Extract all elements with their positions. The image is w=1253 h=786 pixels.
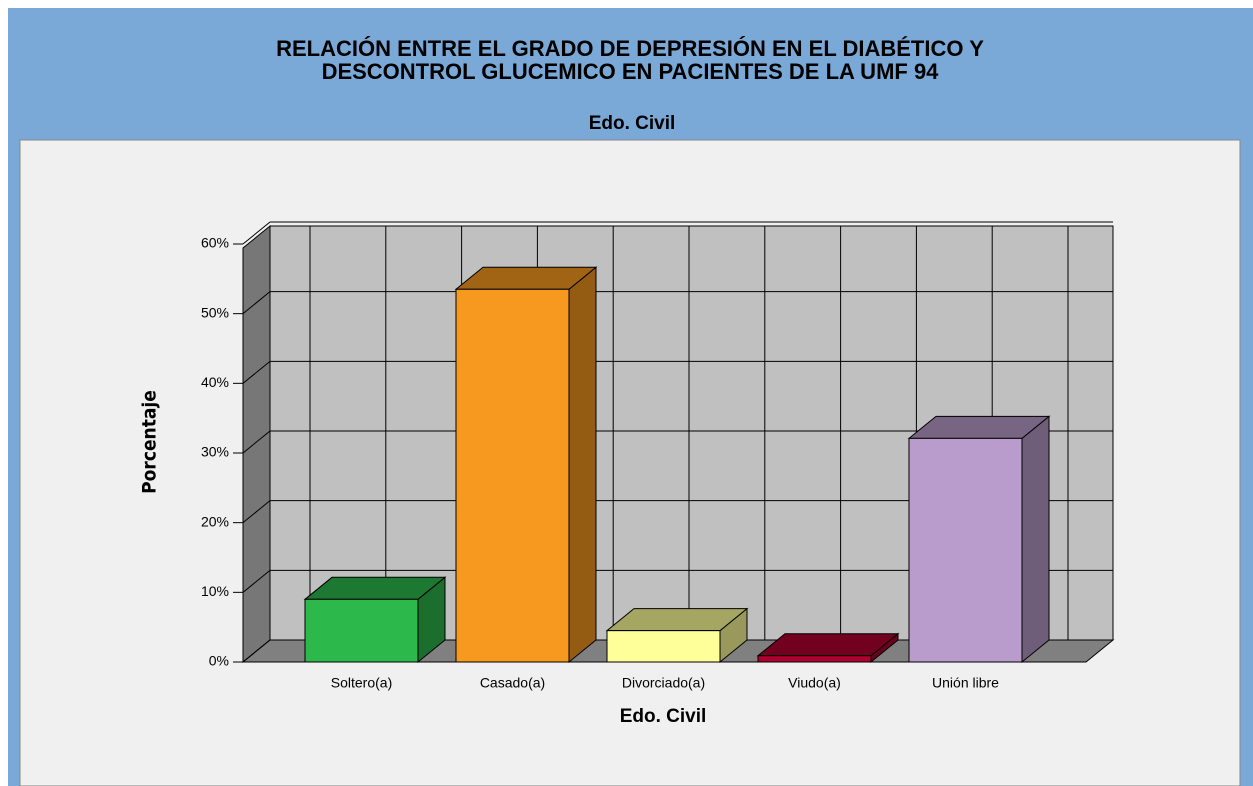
x-tick-label: Divorciado(a): [622, 675, 705, 691]
y-tick-label: 50%: [201, 304, 229, 320]
y-tick-label: 60%: [201, 235, 229, 251]
bar-side: [568, 266, 597, 664]
y-tick-label: 0%: [209, 653, 229, 669]
bar: [908, 437, 1023, 663]
grid-line-wall: [242, 360, 271, 384]
x-tick-label: Soltero(a): [331, 675, 392, 691]
bar: [304, 598, 419, 663]
grid-line-wall: [242, 500, 271, 524]
y-axis-label: Porcentaje: [139, 390, 161, 494]
x-axis-label: Edo. Civil: [620, 706, 707, 727]
grid-line-wall: [242, 639, 271, 663]
bar: [757, 655, 872, 663]
x-tick-label: Unión libre: [932, 675, 999, 691]
grid-line-wall: [242, 569, 271, 593]
bar: [455, 288, 570, 663]
y-tick-label: 10%: [201, 583, 229, 599]
chart-subtitle: Edo. Civil: [589, 113, 676, 134]
grid-line-wall: [242, 291, 271, 315]
y-tick-label: 20%: [201, 513, 229, 529]
chart-title: DESCONTROL GLUCEMICO EN PACIENTES DE LA …: [322, 59, 940, 84]
x-tick-label: Viudo(a): [788, 675, 841, 691]
bar-side: [1021, 415, 1050, 664]
left-wall: [242, 224, 271, 664]
chart-title: RELACIÓN ENTRE EL GRADO DE DEPRESIÓN EN …: [276, 36, 984, 61]
grid-line-wall: [242, 221, 271, 245]
grid-line-wall: [242, 430, 271, 454]
y-tick-label: 40%: [201, 374, 229, 390]
x-tick-label: Casado(a): [480, 675, 545, 691]
y-tick-label: 30%: [201, 444, 229, 460]
bar: [606, 630, 721, 663]
